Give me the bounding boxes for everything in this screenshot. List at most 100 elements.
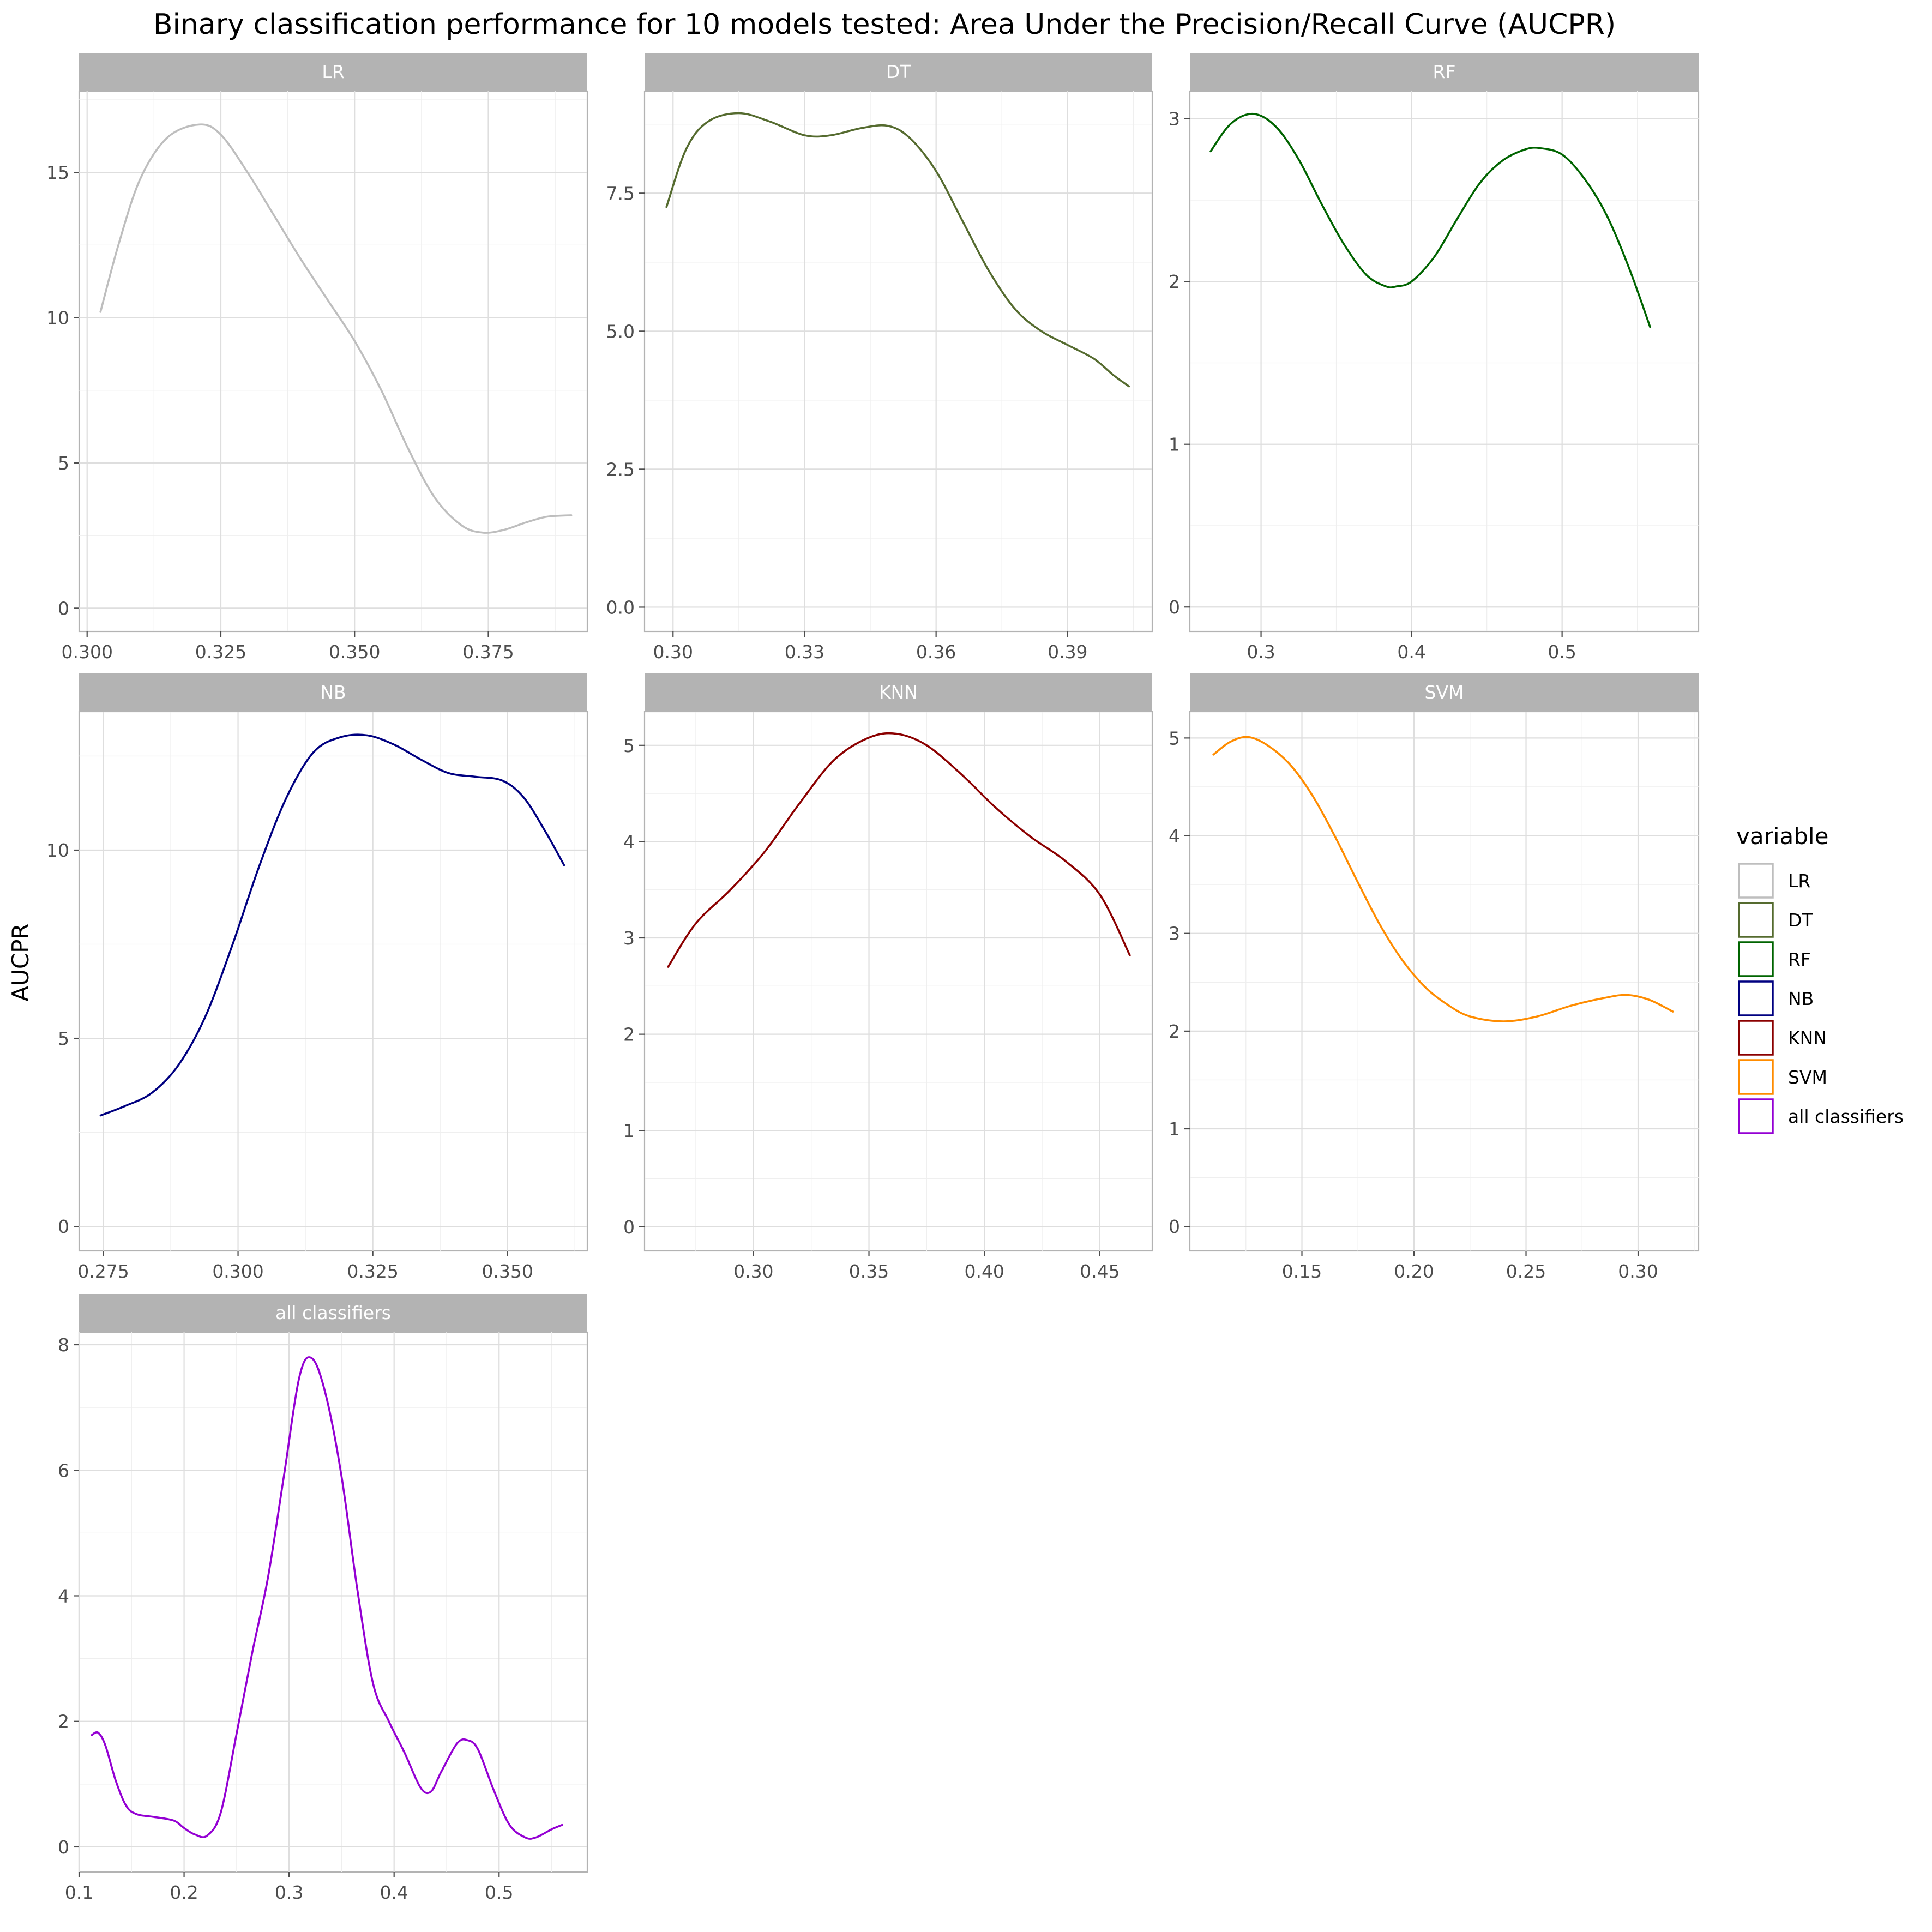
series-line-all-classifiers: [91, 1356, 563, 1840]
y-tick-label: 8: [58, 1334, 69, 1356]
y-tick-label: 1: [623, 1120, 635, 1141]
panel-svm: SVM 0.15 0.20 0.25 0.30 0 1 2 3 4 5: [1169, 673, 1700, 1282]
x-tick-label: 0.5: [1548, 641, 1576, 663]
y-tick-label: 1: [1169, 1118, 1180, 1140]
legend-title: variable: [1736, 823, 1828, 850]
strip-knn: [645, 673, 1152, 712]
x-tick-label: 0.325: [195, 641, 246, 663]
gridlines: [78, 1332, 587, 1872]
y-tick-label: 3: [1169, 923, 1180, 944]
x-tick-label: 0.4: [380, 1882, 408, 1903]
x-tick-label: 0.2: [170, 1882, 198, 1903]
y-tick-label: 5.0: [606, 321, 635, 342]
x-tick-label: 0.350: [482, 1261, 533, 1282]
y-tick-label: 1: [1169, 434, 1180, 455]
legend-item-rf: RF: [1738, 941, 1811, 977]
gridlines: [645, 91, 1152, 631]
x-tick-label: 0.35: [849, 1261, 889, 1282]
legend: variable LR DT RF NB KNN SVM all classifiers: [1736, 823, 1904, 1134]
x-tick-label: 0.15: [1282, 1261, 1322, 1282]
y-tick-label: 0: [58, 598, 69, 619]
panel-background: [643, 90, 1153, 633]
legend-item-knn: KNN: [1738, 1020, 1827, 1056]
strip-label-nb: NB: [320, 682, 346, 703]
x-tick-label: 0.4: [1397, 641, 1425, 663]
x-tick-label: 0.36: [916, 641, 956, 663]
series-line-svm: [1212, 736, 1674, 1022]
strip-label-all-classifiers: all classifiers: [275, 1302, 391, 1323]
x-tick-label: 0.3: [1247, 641, 1275, 663]
legend-label: KNN: [1788, 1027, 1827, 1049]
x-tick-label: 0.39: [1048, 641, 1087, 663]
legend-key-lr: [1738, 863, 1774, 899]
panel-background: [78, 90, 588, 633]
strip-label-knn: KNN: [879, 682, 918, 703]
y-tick-label: 3: [1169, 109, 1180, 130]
y-tick-label: 4: [623, 831, 635, 852]
legend-item-lr: LR: [1738, 863, 1810, 899]
y-tick-label: 2.5: [606, 459, 635, 480]
y-tick-label: 0: [58, 1837, 69, 1858]
y-tick-label: 2: [623, 1024, 635, 1045]
panel-background: [1189, 90, 1700, 633]
panel-dt: DT 0.30 0.33 0.36 0.39 0.0 2.5 5.0 7.5: [606, 53, 1153, 663]
y-tick-label: 15: [46, 162, 69, 183]
series-line-lr: [99, 123, 573, 534]
y-tick-label: 0.0: [606, 597, 635, 618]
x-tick-label: 0.325: [347, 1261, 398, 1282]
x-tick-label: 0.5: [485, 1882, 513, 1903]
y-tick-label: 2: [1169, 1021, 1180, 1042]
series-line-nb: [99, 733, 565, 1117]
y-tick-label: 10: [46, 840, 69, 861]
y-tick-label: 4: [58, 1585, 69, 1606]
legend-key-all-classifiers: [1738, 1098, 1774, 1134]
series-line-knn: [667, 732, 1131, 968]
x-tick-label: 0.350: [329, 641, 380, 663]
y-tick-label: 5: [1169, 727, 1180, 749]
x-tick-label: 0.300: [61, 641, 112, 663]
x-tick-label: 0.25: [1506, 1261, 1546, 1282]
y-tick-label: 10: [46, 308, 69, 329]
x-tick-label: 0.30: [1618, 1261, 1658, 1282]
y-tick-label: 0: [1169, 1216, 1180, 1237]
y-tick-label: 5: [623, 735, 635, 756]
y-tick-label: 0: [58, 1216, 69, 1237]
x-tick-label: 0.3: [275, 1882, 303, 1903]
legend-key-nb: [1738, 980, 1774, 1016]
series-line-rf: [1209, 112, 1651, 328]
strip-lr: [79, 53, 587, 91]
panel-background: [643, 711, 1153, 1252]
gridlines: [1190, 712, 1699, 1251]
strip-rf: [1190, 53, 1699, 91]
x-tick-label: 0.275: [77, 1261, 129, 1282]
series-line-dt: [665, 112, 1130, 388]
y-tick-label: 5: [58, 453, 69, 474]
legend-item-all-classifiers: all classifiers: [1738, 1098, 1904, 1134]
gridlines: [79, 712, 587, 1251]
panel-all-classifiers: all classifiers 0.1 0.2 0.3 0.4 0.5 0 2 4 6 8: [58, 1294, 588, 1903]
legend-key-svm: [1738, 1059, 1774, 1095]
gridlines: [1190, 91, 1699, 631]
strip-label-lr: LR: [322, 61, 344, 82]
y-tick-label: 3: [623, 928, 635, 949]
x-tick-label: 0.30: [733, 1261, 773, 1282]
panel-knn: KNN 0.30 0.35 0.40 0.45 0 1 2 3 4 5: [623, 673, 1153, 1282]
x-tick-label: 0.20: [1394, 1261, 1434, 1282]
strip-svm: [1190, 673, 1699, 712]
x-tick-label: 0.33: [785, 641, 824, 663]
x-tick-label: 0.30: [653, 641, 693, 663]
gridlines: [79, 91, 587, 631]
x-tick-label: 0.45: [1080, 1261, 1120, 1282]
strip-nb: [79, 673, 587, 712]
panel-nb: NB 0.275 0.300 0.325 0.350 0 5 10: [46, 673, 588, 1282]
legend-label: NB: [1788, 988, 1814, 1009]
panel-rf: RF 0.3 0.4 0.5 0 1 2 3: [1169, 53, 1700, 663]
y-tick-label: 4: [1169, 826, 1180, 847]
y-axis-title: AUCPR: [7, 923, 34, 1001]
panel-lr: LR 0.300 0.325 0.350 0.375 0 5 10 15: [46, 53, 588, 663]
legend-key-knn: [1738, 1020, 1774, 1056]
strip-all-classifiers: [79, 1294, 587, 1332]
legend-label: RF: [1788, 949, 1811, 970]
